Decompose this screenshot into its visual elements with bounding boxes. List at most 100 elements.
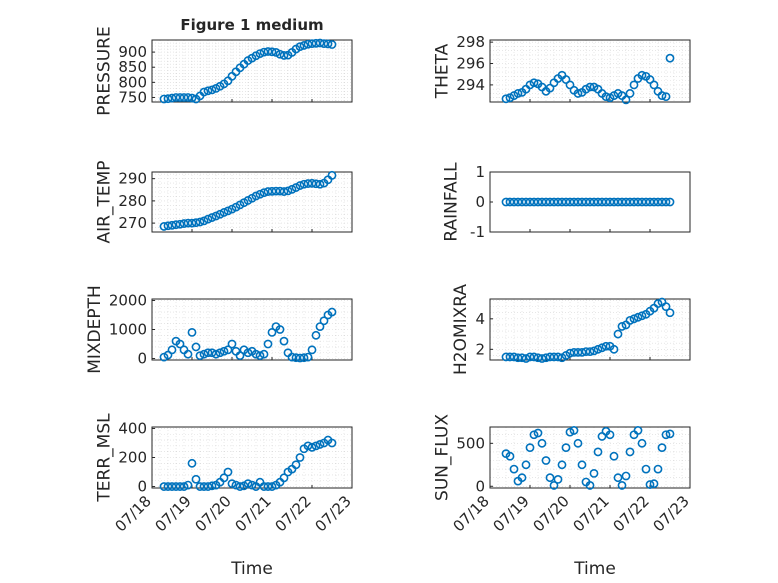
data-point (319, 39, 329, 49)
data-point (279, 336, 289, 346)
data-point (529, 78, 539, 88)
data-point (649, 80, 659, 90)
data-point (661, 197, 671, 207)
data-point (219, 208, 229, 217)
data-point (263, 482, 273, 491)
data-point (661, 302, 671, 312)
data-point (183, 480, 193, 490)
data-point (303, 352, 313, 362)
data-point (291, 460, 301, 470)
data-point (613, 329, 623, 339)
data-point (159, 94, 169, 104)
data-point (315, 322, 325, 331)
y-tick-label: 0 (137, 350, 147, 368)
data-point (223, 345, 233, 355)
data-point (589, 346, 599, 356)
data-point (585, 481, 595, 490)
data-point (243, 348, 253, 358)
y-tick-label: 500 (456, 434, 485, 452)
data-point (589, 468, 599, 478)
data-point (195, 351, 205, 361)
data-point (299, 41, 309, 50)
data-point (311, 179, 321, 189)
data-point (275, 49, 285, 59)
data-point (577, 347, 587, 357)
data-point (175, 93, 185, 102)
y-tick-label: 1000 (109, 321, 147, 339)
data-point (665, 197, 675, 207)
data-point (509, 464, 519, 474)
data-point (525, 443, 535, 453)
data-point (609, 451, 619, 461)
data-point (549, 481, 559, 490)
data-point (167, 220, 177, 230)
data-point (517, 473, 527, 483)
y-tick-label: -1 (470, 223, 485, 241)
x-axis-label-left: Time (230, 559, 273, 579)
y-axis-label: TERR_MSL (94, 413, 114, 503)
data-point (243, 479, 253, 489)
data-point (295, 181, 305, 190)
data-point (307, 442, 317, 452)
data-point (327, 438, 337, 448)
data-point (187, 328, 197, 337)
plot-area (489, 426, 691, 489)
data-point (175, 482, 185, 491)
y-tick-label: 750 (118, 88, 147, 106)
data-point (267, 328, 277, 337)
data-point (227, 339, 237, 349)
data-point (207, 348, 217, 358)
data-point (287, 352, 297, 362)
data-point (187, 93, 197, 103)
y-tick-label: 0 (475, 193, 485, 211)
data-point (159, 482, 169, 491)
data-point (191, 218, 201, 228)
data-point (553, 352, 563, 362)
data-point (545, 473, 555, 483)
data-point (187, 458, 197, 468)
data-point (179, 219, 189, 228)
data-point (573, 347, 583, 357)
data-point (307, 178, 317, 188)
data-point (593, 344, 603, 354)
data-point (167, 482, 177, 491)
data-point (247, 480, 257, 490)
data-point (203, 214, 213, 224)
data-point (565, 348, 575, 358)
data-point (637, 438, 647, 448)
y-axis-label: RAINFALL (442, 162, 462, 242)
y-tick-label: 400 (118, 419, 147, 437)
data-point (617, 322, 627, 331)
data-point (307, 345, 317, 355)
y-tick-label: 0 (475, 477, 485, 495)
data-point (163, 94, 173, 104)
data-point (549, 352, 559, 362)
data-point (227, 479, 237, 489)
data-point (625, 315, 635, 325)
y-axis-label: SUN_FLUX (432, 414, 452, 501)
data-point (617, 481, 627, 490)
data-point (327, 170, 337, 180)
data-point (609, 344, 619, 354)
data-point (601, 92, 611, 102)
data-point (267, 47, 277, 57)
y-axis-label: AIR_TEMP (94, 161, 114, 244)
data-point (629, 314, 639, 324)
data-point (203, 482, 213, 491)
data-point (637, 70, 647, 80)
data-point (319, 316, 329, 326)
data-point (179, 93, 189, 102)
data-point (593, 447, 603, 457)
data-point (513, 89, 523, 98)
y-tick-label: 2000 (109, 291, 147, 309)
data-point (267, 482, 277, 491)
data-point (263, 339, 273, 349)
data-point (505, 352, 515, 362)
data-point (657, 91, 667, 100)
data-point (159, 222, 169, 231)
